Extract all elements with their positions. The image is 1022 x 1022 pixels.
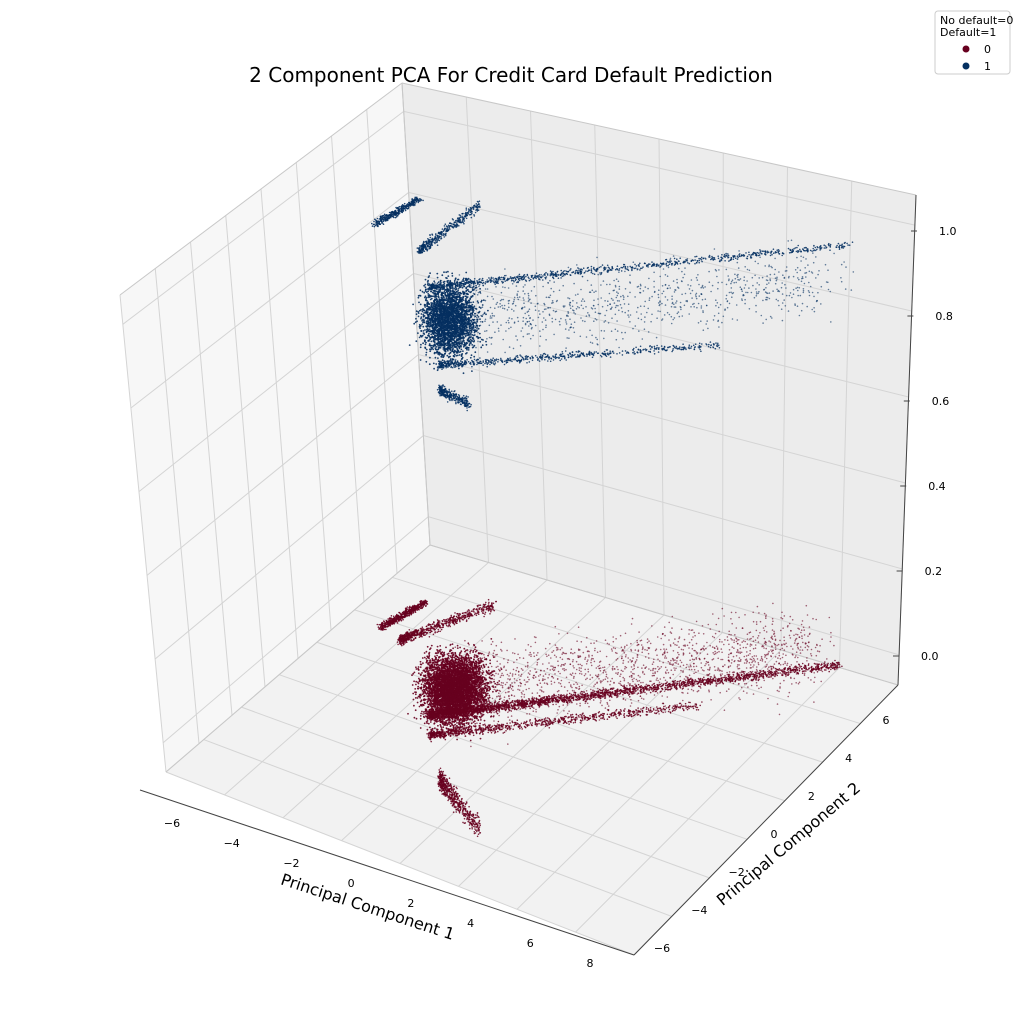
- legend-label-1: 1: [984, 60, 991, 73]
- legend: No default=0 Default=1 0 1: [934, 10, 1013, 75]
- left-grid-vertical: [366, 109, 398, 574]
- floor-grid-y: [165, 771, 635, 956]
- floor-grid-x: [399, 614, 665, 864]
- y-axis-ticks: −6 −4 −2 0 2 4 6: [654, 714, 890, 955]
- floor-grid-y: [354, 609, 823, 763]
- floor-grid-x: [516, 649, 782, 910]
- left-grid-vertical: [260, 188, 299, 659]
- floor-grid-y: [241, 706, 710, 879]
- z-axis-ticks: 0.0 0.2 0.4 0.6 0.8 1.0: [893, 225, 957, 663]
- y-tick-label: 2: [808, 790, 815, 803]
- floor-grid-y: [203, 739, 672, 917]
- z-axis-line: [897, 194, 917, 686]
- y-tick-label: 4: [845, 752, 852, 765]
- legend-marker-0: [962, 45, 970, 53]
- back-grid-vertical: [658, 138, 665, 616]
- x-tick-label: 6: [527, 937, 534, 950]
- floor-grid-x: [224, 562, 489, 796]
- back-grid-vertical: [722, 152, 724, 633]
- scatter-points: [371, 196, 855, 838]
- legend-marker-1: [962, 62, 970, 70]
- floor-grid-x: [341, 597, 606, 841]
- pane-edges: [119, 82, 917, 773]
- legend-label-0: 0: [984, 43, 991, 56]
- y-tick-label: −6: [654, 942, 670, 955]
- y-axis-line: [633, 684, 899, 956]
- back-pane: [402, 83, 916, 685]
- x-tick-label: 8: [587, 957, 594, 970]
- y-tick-label: −2: [729, 866, 745, 879]
- x-axis-line: [139, 789, 635, 956]
- left-grid-vertical: [331, 135, 365, 602]
- left-grid-vertical: [190, 241, 233, 716]
- floor-grid-y: [278, 674, 748, 840]
- y-tick-label: 6: [883, 714, 890, 727]
- left-grid-vertical: [119, 294, 167, 773]
- x-tick-label: 0: [348, 877, 355, 890]
- x-tick-label: 4: [467, 917, 474, 930]
- floor-grid-x: [282, 579, 548, 819]
- z-tick-label: 0.2: [925, 565, 943, 578]
- back-grid-vertical: [780, 166, 788, 651]
- x-tick-label: 2: [407, 897, 414, 910]
- left-grid-vertical: [225, 215, 266, 687]
- y-tick-label: 0: [771, 828, 778, 841]
- floor-grid-x: [458, 632, 723, 887]
- chart-title: 2 Component PCA For Credit Card Default …: [249, 63, 773, 87]
- x-axis-label: Principal Component 1: [278, 870, 456, 944]
- x-tick-label: −2: [283, 857, 299, 870]
- z-tick-label: 0.4: [928, 480, 946, 493]
- legend-box: [934, 10, 1011, 75]
- z-tick-label: 1.0: [939, 225, 957, 238]
- legend-title-line2: Default=1: [940, 26, 996, 39]
- back-grid-vertical: [839, 180, 853, 668]
- x-tick-label: −4: [224, 837, 240, 850]
- left-grid-vertical: [154, 268, 200, 744]
- floor-grid-x: [575, 667, 840, 933]
- series-#67001f: [376, 598, 843, 838]
- z-tick-label: 0.8: [935, 310, 953, 323]
- z-tick-label: 0.6: [932, 395, 950, 408]
- legend-title-line1: No default=0: [940, 14, 1013, 27]
- left-grid-vertical: [295, 162, 332, 631]
- back-grid-vertical: [530, 110, 548, 581]
- z-tick-label: 0.0: [921, 650, 939, 663]
- back-grid-vertical: [594, 124, 606, 598]
- floor-grid-y: [392, 576, 861, 725]
- y-tick-label: −4: [691, 904, 707, 917]
- series-#053061: [371, 196, 855, 412]
- x-axis-ticks: −6 −4 −2 0 2 4 6 8: [164, 817, 594, 970]
- x-tick-label: −6: [164, 817, 180, 830]
- left-pane: [120, 83, 430, 772]
